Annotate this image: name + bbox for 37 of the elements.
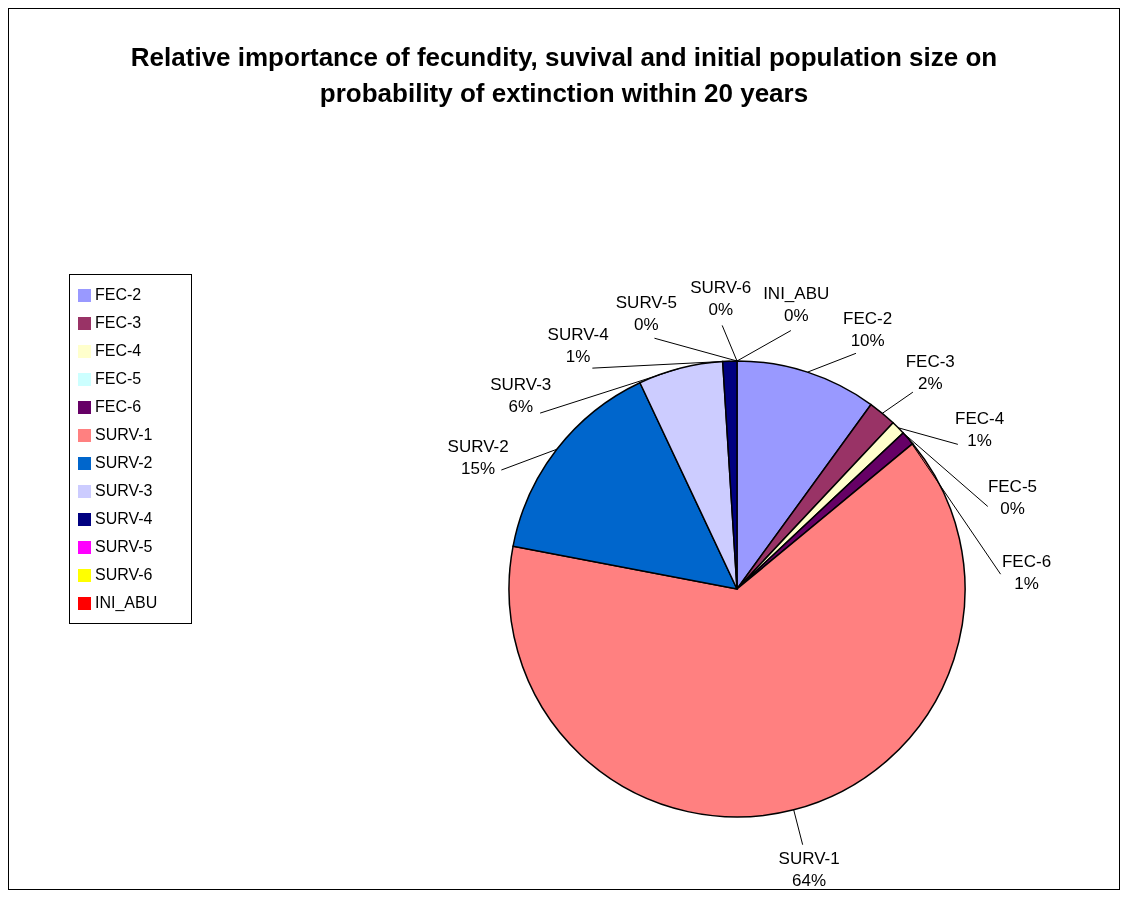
slice-label: SURV-3	[490, 374, 552, 394]
slice-label: SURV-1	[778, 848, 840, 868]
category-label: SURV-5	[615, 292, 677, 312]
data-label: 64%	[792, 870, 827, 890]
category-label: SURV-6	[690, 278, 752, 298]
text: 0%	[783, 306, 809, 326]
slice-label: SURV-2	[447, 437, 509, 457]
data-label: 15%	[461, 459, 496, 479]
data-label: 6%	[508, 396, 534, 416]
legend-label: FEC-6	[95, 398, 142, 415]
data-label: 1%	[1014, 573, 1039, 593]
text: 0%	[1000, 499, 1025, 519]
category-label: FEC-5	[987, 477, 1038, 497]
slice-label: FEC-4	[955, 409, 1005, 429]
data-label: 1%	[967, 431, 992, 451]
legend-label: FEC-3	[95, 314, 142, 331]
legend-label: SURV-3	[95, 482, 153, 499]
legend-label: SURV-4	[95, 510, 153, 527]
legend-label: FEC-4	[95, 342, 142, 359]
legend-label: FEC-2	[95, 286, 142, 303]
category-label: INI_ABU	[763, 284, 830, 304]
legend-label: SURV-6	[95, 566, 153, 583]
slice-label: SURV-4	[547, 325, 609, 345]
legend-label: INI_ABU	[95, 594, 158, 611]
slice-label: FEC-6	[1001, 551, 1052, 571]
text: 0%	[708, 300, 734, 320]
slice-label: FEC-3	[905, 351, 955, 371]
legend-label: FEC-5	[95, 370, 142, 387]
text: 0%	[634, 314, 659, 334]
slice-label: FEC-2	[843, 309, 893, 329]
chart-title: Relative importance of fecundity, suvival and initial population size on probability of extinction within 20 years	[129, 41, 999, 110]
legend-label: SURV-1	[95, 426, 153, 443]
data-label: 10%	[850, 331, 885, 351]
data-label: 1%	[565, 347, 591, 367]
legend-label: SURV-2	[95, 454, 153, 471]
legend-label: SURV-5	[95, 538, 153, 555]
data-label: 2%	[917, 373, 943, 393]
